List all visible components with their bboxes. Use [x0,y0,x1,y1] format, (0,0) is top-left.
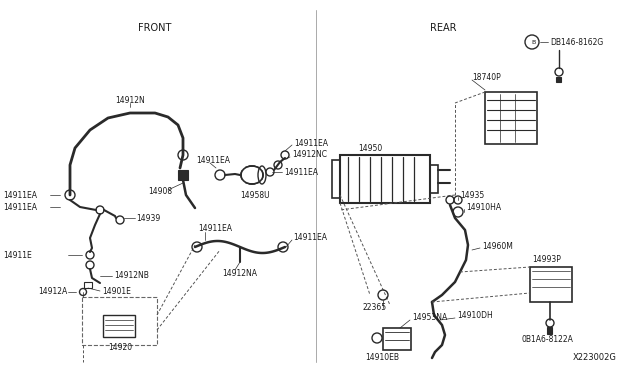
Text: 14912NB: 14912NB [114,272,149,280]
Text: 14911EA: 14911EA [198,224,232,232]
Bar [547,327,552,334]
Text: 14911EA: 14911EA [3,190,37,199]
Text: 14958U: 14958U [240,190,269,199]
Text: 14912NA: 14912NA [222,269,257,279]
Text: 14939: 14939 [136,214,160,222]
Text: 14935: 14935 [460,190,484,199]
Text: 14953NA: 14953NA [412,314,447,323]
Text: 14911EA: 14911EA [196,155,230,164]
Text: 22365: 22365 [363,304,387,312]
Text: 14908: 14908 [148,186,172,196]
Text: 14960M: 14960M [482,241,513,250]
Bar [332,160,340,198]
Text: 14911EA: 14911EA [3,202,37,212]
Text: 14950: 14950 [358,144,382,153]
Bar [84,282,92,288]
Text: 14912N: 14912N [115,96,145,105]
Text: 14911EA: 14911EA [294,138,328,148]
Bar [340,155,430,203]
Text: 14912NC: 14912NC [292,150,327,158]
Bar [557,77,561,81]
Bar [178,170,188,180]
Text: X223002G: X223002G [573,353,617,362]
Text: 14911EA: 14911EA [293,232,327,241]
Bar [242,167,262,183]
Text: 14911EA: 14911EA [284,167,318,176]
Text: 0B1A6-8122A: 0B1A6-8122A [522,336,574,344]
Text: 14920: 14920 [108,343,132,352]
Bar [485,92,537,144]
Text: REAR: REAR [430,23,456,33]
Text: B: B [532,39,536,45]
Text: 14910EB: 14910EB [365,353,399,362]
Text: FRONT: FRONT [138,23,172,33]
Text: 14910DH: 14910DH [457,311,493,321]
Bar [82,297,157,345]
Text: 14911E: 14911E [3,250,32,260]
Text: DB146-8162G: DB146-8162G [550,38,604,46]
Bar [530,267,572,302]
Text: 14901E: 14901E [102,286,131,295]
Bar [383,328,411,350]
Text: 14912A: 14912A [38,288,67,296]
Bar [103,315,135,337]
Text: 18740P: 18740P [472,73,500,81]
Bar [430,165,438,193]
Text: 14993P: 14993P [532,256,561,264]
Text: 14910HA: 14910HA [466,202,501,212]
